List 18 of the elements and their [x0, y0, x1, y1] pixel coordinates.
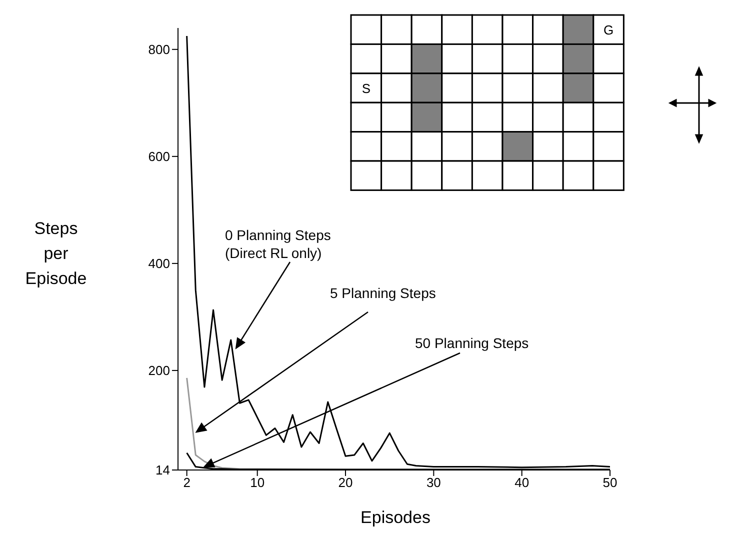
annotation: S: [362, 81, 371, 96]
x-axis-title: Episodes: [360, 508, 432, 528]
y-tick-label: 800: [148, 42, 170, 58]
y-tick-label: 400: [148, 256, 170, 272]
y-axis-title: Steps per Episode: [24, 218, 88, 290]
annotation: 0 Planning Steps (Direct RL only): [225, 227, 331, 261]
x-tick-label: 20: [338, 475, 353, 490]
x-tick-label: 40: [514, 475, 530, 490]
y-tick-label: 600: [148, 149, 170, 164]
x-tick-label: 30: [426, 475, 441, 490]
y-tick-label: 200: [148, 363, 170, 378]
y-tick-label: 14: [156, 462, 170, 478]
annotation: 5 Planning Steps: [330, 285, 436, 301]
x-tick-label: 2: [183, 475, 190, 490]
x-tick-label: 10: [250, 475, 265, 490]
annotation: 50 Planning Steps: [415, 335, 529, 351]
annotation: G: [603, 22, 614, 38]
x-tick-label: 50: [602, 475, 618, 490]
